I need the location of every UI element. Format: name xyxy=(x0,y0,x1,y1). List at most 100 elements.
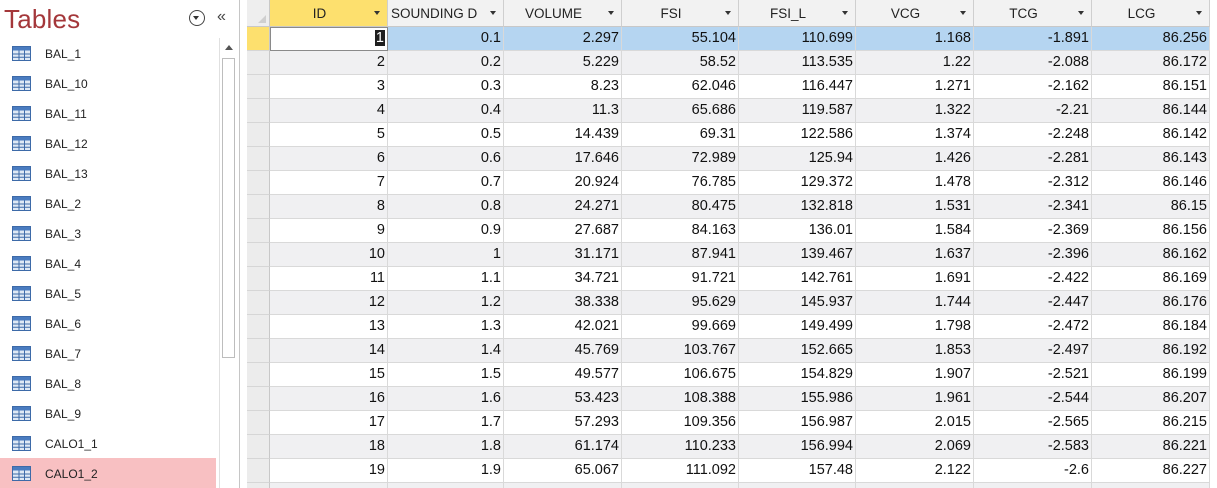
cell-id[interactable]: 13 xyxy=(270,315,388,339)
table-row[interactable]: 13 1.3 42.021 99.669 149.499 1.798 -2.472 86.18… xyxy=(270,315,1210,339)
table-row[interactable]: 9 0.9 27.687 84.163 136.01 1.584 -2.369 86.156 xyxy=(270,219,1210,243)
cell-sounding-d[interactable]: 1.1 xyxy=(388,267,504,291)
new-record-selector[interactable] xyxy=(247,483,270,488)
cell-lcg[interactable]: 86.256 xyxy=(1092,27,1210,51)
cell-fsi[interactable]: 111.092 xyxy=(622,459,739,483)
record-selector[interactable] xyxy=(247,267,270,291)
cell-lcg[interactable]: 86.176 xyxy=(1092,291,1210,315)
cell-tcg[interactable]: -2.565 xyxy=(974,411,1092,435)
dropdown-arrow-icon[interactable] xyxy=(959,10,968,18)
record-selector[interactable] xyxy=(247,75,270,99)
cell-id[interactable]: 14 xyxy=(270,339,388,363)
cell-id[interactable] xyxy=(270,483,388,488)
cell-fsi[interactable]: 108.388 xyxy=(622,387,739,411)
cell-tcg[interactable]: -2.312 xyxy=(974,171,1092,195)
cell-fsi-l[interactable]: 155.986 xyxy=(739,387,856,411)
cell-id[interactable]: 7 xyxy=(270,171,388,195)
select-all-icon[interactable] xyxy=(247,0,270,27)
cell-volume[interactable]: 38.338 xyxy=(504,291,622,315)
cell-id[interactable]: 10 xyxy=(270,243,388,267)
cell-tcg[interactable]: -2.422 xyxy=(974,267,1092,291)
cell-fsi-l[interactable]: 113.535 xyxy=(739,51,856,75)
cell-vcg[interactable]: 1.374 xyxy=(856,123,974,147)
cell-tcg[interactable]: -2.396 xyxy=(974,243,1092,267)
cell-sounding-d[interactable] xyxy=(388,483,504,488)
nav-item-bal-13[interactable]: BAL_13 xyxy=(0,158,216,188)
column-header-lcg[interactable]: LCG xyxy=(1092,0,1210,27)
record-selector[interactable] xyxy=(247,195,270,219)
cell-volume[interactable]: 31.171 xyxy=(504,243,622,267)
record-selector[interactable] xyxy=(247,243,270,267)
cell-sounding-d[interactable]: 0.3 xyxy=(388,75,504,99)
record-selector[interactable] xyxy=(247,219,270,243)
dropdown-arrow-icon[interactable] xyxy=(1195,10,1204,18)
table-row[interactable]: 2 0.2 5.229 58.52 113.535 1.22 -2.088 86.172 xyxy=(270,51,1210,75)
nav-item-bal-9[interactable]: BAL_9 xyxy=(0,398,216,428)
cell-vcg[interactable]: 1.426 xyxy=(856,147,974,171)
cell-sounding-d[interactable]: 0.7 xyxy=(388,171,504,195)
cell-tcg[interactable]: -2.088 xyxy=(974,51,1092,75)
cell-vcg[interactable]: 1.22 xyxy=(856,51,974,75)
nav-item-bal-12[interactable]: BAL_12 xyxy=(0,128,216,158)
cell-fsi-l[interactable]: 139.467 xyxy=(739,243,856,267)
record-selector[interactable] xyxy=(247,147,270,171)
cell-vcg[interactable]: 2.015 xyxy=(856,411,974,435)
cell-lcg[interactable]: 86.215 xyxy=(1092,411,1210,435)
cell-fsi-l[interactable] xyxy=(739,483,856,488)
table-row[interactable]: 5 0.5 14.439 69.31 122.586 1.374 -2.248 86.142 xyxy=(270,123,1210,147)
cell-tcg[interactable] xyxy=(974,483,1092,488)
cell-lcg[interactable]: 86.221 xyxy=(1092,435,1210,459)
cell-tcg[interactable]: -2.583 xyxy=(974,435,1092,459)
cell-vcg[interactable]: 1.907 xyxy=(856,363,974,387)
nav-item-bal-3[interactable]: BAL_3 xyxy=(0,218,216,248)
record-selector[interactable] xyxy=(247,363,270,387)
column-header-fsi[interactable]: FSI xyxy=(622,0,739,27)
cell-tcg[interactable]: -2.544 xyxy=(974,387,1092,411)
cell-lcg[interactable]: 86.169 xyxy=(1092,267,1210,291)
cell-tcg[interactable]: -2.6 xyxy=(974,459,1092,483)
cell-volume[interactable] xyxy=(504,483,622,488)
cell-sounding-d[interactable]: 1.2 xyxy=(388,291,504,315)
cell-volume[interactable]: 34.721 xyxy=(504,267,622,291)
nav-item-bal-1[interactable]: BAL_1 xyxy=(0,38,216,68)
cell-sounding-d[interactable]: 1.4 xyxy=(388,339,504,363)
cell-volume[interactable]: 45.769 xyxy=(504,339,622,363)
cell-volume[interactable]: 24.271 xyxy=(504,195,622,219)
cell-lcg[interactable]: 86.142 xyxy=(1092,123,1210,147)
cell-lcg[interactable]: 86.199 xyxy=(1092,363,1210,387)
table-row[interactable]: 6 0.6 17.646 72.989 125.94 1.426 -2.281 86.143 xyxy=(270,147,1210,171)
cell-fsi[interactable]: 69.31 xyxy=(622,123,739,147)
table-row[interactable]: 10 1 31.171 87.941 139.467 1.637 -2.396 86.162 xyxy=(270,243,1210,267)
cell-fsi-l[interactable]: 149.499 xyxy=(739,315,856,339)
cell-lcg[interactable]: 86.156 xyxy=(1092,219,1210,243)
cell-vcg[interactable]: 2.122 xyxy=(856,459,974,483)
scroll-up-icon[interactable] xyxy=(221,40,237,56)
cell-fsi-l[interactable]: 116.447 xyxy=(739,75,856,99)
cell-sounding-d[interactable]: 0.8 xyxy=(388,195,504,219)
cell-vcg[interactable]: 1.691 xyxy=(856,267,974,291)
cell-tcg[interactable]: -2.472 xyxy=(974,315,1092,339)
cell-lcg[interactable]: 86.144 xyxy=(1092,99,1210,123)
cell-lcg[interactable]: 86.184 xyxy=(1092,315,1210,339)
cell-vcg[interactable]: 1.961 xyxy=(856,387,974,411)
record-selector[interactable] xyxy=(247,291,270,315)
cell-sounding-d[interactable]: 0.6 xyxy=(388,147,504,171)
cell-vcg[interactable]: 1.322 xyxy=(856,99,974,123)
cell-sounding-d[interactable]: 0.4 xyxy=(388,99,504,123)
table-row[interactable]: 4 0.4 11.3 65.686 119.587 1.322 -2.21 86.144 xyxy=(270,99,1210,123)
cell-sounding-d[interactable]: 0.5 xyxy=(388,123,504,147)
nav-item-bal-11[interactable]: BAL_11 xyxy=(0,98,216,128)
cell-id[interactable]: 2 xyxy=(270,51,388,75)
cell-fsi-l[interactable]: 136.01 xyxy=(739,219,856,243)
cell-lcg[interactable]: 86.143 xyxy=(1092,147,1210,171)
cell-fsi[interactable]: 99.669 xyxy=(622,315,739,339)
cell-fsi[interactable]: 91.721 xyxy=(622,267,739,291)
column-header-volume[interactable]: VOLUME xyxy=(504,0,622,27)
cell-fsi[interactable]: 109.356 xyxy=(622,411,739,435)
cell-fsi[interactable]: 55.104 xyxy=(622,27,739,51)
cell-sounding-d[interactable]: 0.2 xyxy=(388,51,504,75)
table-row[interactable]: 18 1.8 61.174 110.233 156.994 2.069 -2.583 86.2… xyxy=(270,435,1210,459)
cell-id[interactable]: 4 xyxy=(270,99,388,123)
cell-volume[interactable]: 27.687 xyxy=(504,219,622,243)
table-row[interactable]: 12 1.2 38.338 95.629 145.937 1.744 -2.447 86.17… xyxy=(270,291,1210,315)
